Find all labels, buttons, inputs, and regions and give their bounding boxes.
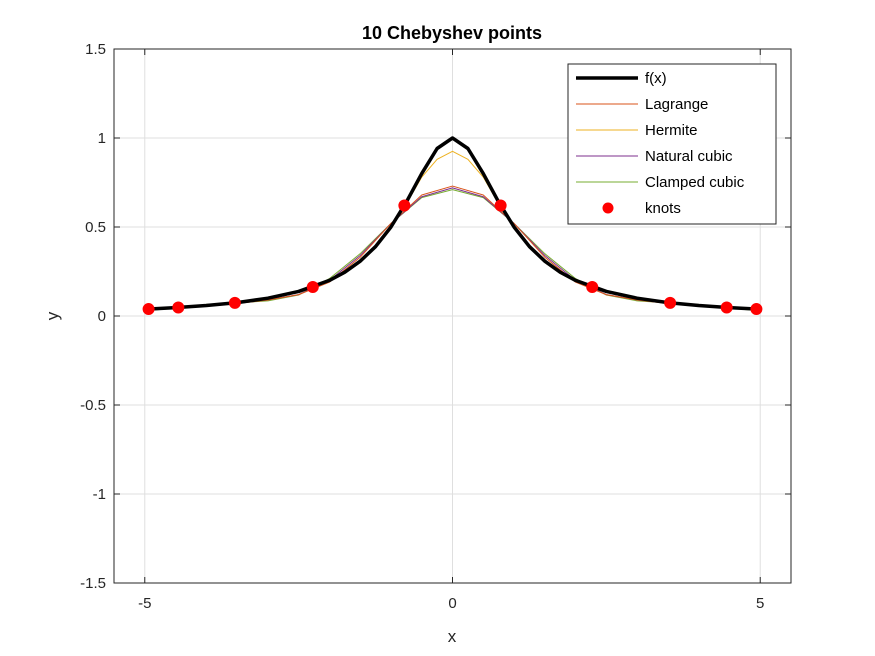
legend-label: Clamped cubic (645, 174, 745, 191)
knot-point (228, 296, 241, 309)
knot-point (586, 280, 599, 293)
axis-ticks: -5 0 5 -1.5 -1 -0.5 0 0.5 1 1.5 (80, 41, 791, 612)
y-tick-label: -1.5 (80, 575, 106, 592)
knot-point (398, 199, 411, 212)
y-tick-label: -1 (93, 486, 106, 503)
knot-point (306, 280, 319, 293)
y-tick-label: 1.5 (85, 41, 106, 58)
legend-marker (602, 202, 614, 214)
knot-point (494, 199, 507, 212)
legend-label: Natural cubic (645, 148, 733, 165)
legend-label: knots (645, 200, 681, 217)
legend-label: Hermite (645, 122, 698, 139)
knot-point (720, 301, 733, 314)
y-tick-label: 0.5 (85, 219, 106, 236)
chart-title: 10 Chebyshev points (362, 23, 542, 43)
legend: f(x) Lagrange Hermite Natural cubic Clamped … (567, 63, 777, 225)
knot-point (664, 296, 677, 309)
knot-markers (142, 199, 763, 316)
knot-point (172, 301, 185, 314)
series-lines (143, 136, 762, 312)
x-tick-label: 5 (756, 595, 764, 612)
series-line-0 (143, 136, 762, 311)
legend-label: Lagrange (645, 96, 708, 113)
legend-label: f(x) (645, 70, 667, 87)
knot-point (142, 303, 155, 316)
knot-point (750, 303, 763, 316)
y-axis-label: y (43, 311, 62, 320)
y-tick-label: 1 (98, 130, 106, 147)
y-tick-label: -0.5 (80, 397, 106, 414)
y-tick-label: 0 (98, 308, 106, 325)
x-tick-label: 0 (448, 595, 456, 612)
x-tick-label: -5 (138, 595, 151, 612)
legend-box (567, 63, 777, 225)
x-axis-label: x (448, 627, 457, 646)
